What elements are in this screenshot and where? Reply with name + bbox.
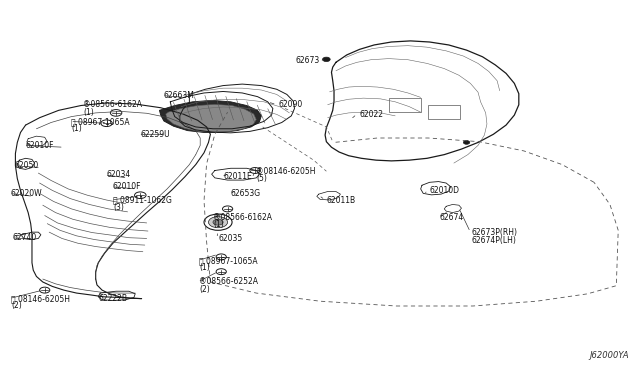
Text: 62259U: 62259U: [140, 130, 170, 139]
Text: 62020W: 62020W: [11, 189, 43, 198]
Text: 62034: 62034: [106, 170, 131, 179]
Circle shape: [134, 192, 146, 199]
Text: (2): (2): [11, 301, 22, 311]
Text: ®08566-6252A: ®08566-6252A: [199, 278, 258, 286]
Text: 62673: 62673: [296, 56, 320, 65]
Circle shape: [213, 219, 223, 225]
Text: (5): (5): [256, 174, 267, 183]
Text: (1): (1): [83, 108, 93, 117]
Text: (2): (2): [199, 285, 210, 294]
Text: 62653G: 62653G: [231, 189, 261, 198]
Polygon shape: [166, 105, 256, 132]
Text: ®08566-6162A: ®08566-6162A: [213, 213, 272, 222]
Text: ®08146-6205H: ®08146-6205H: [256, 167, 316, 176]
Circle shape: [463, 141, 470, 144]
Text: Ⓝ 08146-6205H: Ⓝ 08146-6205H: [11, 294, 70, 303]
Text: ®08566-6162A: ®08566-6162A: [83, 100, 142, 109]
Text: 62050: 62050: [14, 161, 38, 170]
Circle shape: [110, 110, 122, 116]
Text: (1): (1): [199, 263, 210, 272]
Text: 62010F: 62010F: [113, 182, 141, 191]
Text: (1): (1): [72, 124, 82, 133]
Text: Ⓝ 08967-1065A: Ⓝ 08967-1065A: [72, 117, 130, 126]
Circle shape: [100, 120, 112, 126]
Circle shape: [223, 206, 233, 212]
Text: 62011B: 62011B: [326, 196, 355, 205]
Circle shape: [323, 57, 330, 62]
Text: (3): (3): [113, 203, 124, 212]
Circle shape: [216, 254, 227, 260]
Circle shape: [250, 167, 260, 173]
Text: 62011E: 62011E: [223, 172, 252, 181]
Text: J62000YA: J62000YA: [589, 351, 629, 360]
Text: Ⓝ 08967-1065A: Ⓝ 08967-1065A: [199, 256, 257, 265]
Text: 62673P(RH): 62673P(RH): [472, 228, 518, 237]
Text: 62010D: 62010D: [429, 186, 460, 195]
Circle shape: [40, 287, 50, 293]
Text: 62022: 62022: [360, 109, 383, 119]
Text: 62010F: 62010F: [26, 141, 54, 150]
Circle shape: [204, 214, 232, 230]
Text: 62663M: 62663M: [164, 91, 195, 100]
Circle shape: [209, 217, 228, 228]
Text: Ⓝ 08911-1062G: Ⓝ 08911-1062G: [113, 196, 172, 205]
Text: 62674: 62674: [440, 213, 464, 222]
Text: 62740: 62740: [13, 233, 37, 242]
Text: 62222B: 62222B: [99, 294, 127, 303]
Text: (1): (1): [213, 220, 224, 229]
Text: 62035: 62035: [218, 234, 243, 243]
Text: 62090: 62090: [278, 100, 303, 109]
Polygon shape: [159, 100, 261, 132]
Text: 62674P(LH): 62674P(LH): [472, 236, 516, 245]
Circle shape: [216, 269, 227, 275]
